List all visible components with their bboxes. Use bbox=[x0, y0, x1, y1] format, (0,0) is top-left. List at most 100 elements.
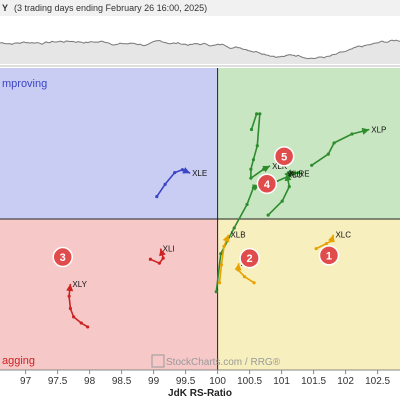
series-arrowhead bbox=[182, 167, 191, 174]
series-xlb[interactable]: XLB bbox=[217, 231, 246, 285]
header-subtitle: (3 trading days ending February 26 16:00… bbox=[14, 3, 207, 13]
quadrant-weakening bbox=[217, 219, 400, 370]
stockcharts-logo-icon bbox=[151, 354, 165, 368]
series-xly[interactable]: XLY bbox=[66, 280, 90, 329]
series-arrowhead bbox=[159, 248, 166, 257]
series-point bbox=[173, 170, 177, 175]
series-xli[interactable]: XLI bbox=[148, 245, 175, 265]
series-point bbox=[266, 213, 270, 217]
series-point bbox=[255, 112, 259, 116]
annotation-badge-circle bbox=[273, 146, 295, 167]
series-point bbox=[180, 168, 184, 172]
series-xlp[interactable]: XLP bbox=[310, 126, 386, 167]
series-point bbox=[258, 112, 262, 116]
annotation-layer: 1 2 3 4 5 bbox=[52, 146, 340, 269]
quadrant-improving bbox=[0, 68, 218, 219]
series-point bbox=[251, 158, 256, 162]
series-label: XLU bbox=[287, 170, 303, 179]
series-point bbox=[326, 152, 330, 156]
x-tick-label: 97.5 bbox=[48, 376, 68, 387]
series-xlre[interactable]: XLRE bbox=[266, 170, 310, 217]
watermark: StockCharts.com / RRG® bbox=[151, 354, 281, 368]
series-point bbox=[242, 275, 247, 279]
series-point bbox=[86, 325, 90, 329]
series-arrowhead bbox=[284, 173, 292, 182]
x-tick-label: 101.5 bbox=[301, 376, 326, 387]
series-point bbox=[287, 184, 291, 189]
annotation-badge: 3 bbox=[52, 246, 73, 268]
x-tick-label: 98.5 bbox=[112, 376, 132, 387]
series-point bbox=[280, 199, 284, 203]
series-arrowhead bbox=[66, 283, 74, 292]
quadrant-label-improving: mproving bbox=[2, 78, 47, 90]
series-point bbox=[72, 315, 76, 319]
series-point bbox=[350, 132, 354, 136]
series-xle[interactable]: XLE bbox=[155, 167, 207, 199]
series-point bbox=[232, 226, 236, 230]
series-arrowhead bbox=[262, 165, 271, 173]
x-tick-label: 100.5 bbox=[237, 376, 262, 387]
x-tick-label: 100 bbox=[209, 376, 226, 387]
series-layer: XLKXLPXLUXLREXLVXLEXLBXLFXLCXLIXLY bbox=[66, 112, 386, 329]
header-title: Y bbox=[2, 3, 8, 13]
annotation-badge-circle bbox=[256, 173, 278, 195]
benchmark-sparkline bbox=[0, 39, 400, 64]
annotation-badge-number: 1 bbox=[326, 250, 332, 262]
watermark-text: StockCharts.com / RRG® bbox=[166, 357, 281, 368]
series-point bbox=[255, 144, 259, 148]
series-arrowhead bbox=[222, 234, 230, 243]
series-label: XLI bbox=[163, 245, 175, 254]
series-label: XLC bbox=[335, 231, 351, 240]
annotation-badge: 2 bbox=[239, 247, 260, 269]
series-point bbox=[252, 281, 256, 285]
quadrant-lagging bbox=[0, 219, 218, 370]
series-label: XLY bbox=[72, 280, 87, 289]
annotation-badge-circle bbox=[52, 246, 73, 268]
series-point bbox=[157, 261, 161, 265]
annotation-badge: 5 bbox=[273, 146, 295, 167]
series-point bbox=[148, 257, 152, 261]
header-bar bbox=[0, 0, 400, 16]
annotation-badge-number: 4 bbox=[264, 179, 271, 191]
annotation-badge-number: 3 bbox=[60, 252, 66, 264]
series-point bbox=[67, 294, 71, 298]
series-point bbox=[324, 242, 328, 246]
series-xlu[interactable]: XLU bbox=[272, 169, 303, 185]
annotation-badge: 4 bbox=[256, 173, 278, 195]
series-xlc[interactable]: XLC bbox=[314, 231, 352, 251]
series-point bbox=[79, 321, 83, 325]
x-tick-label: 102.5 bbox=[365, 376, 390, 387]
series-point bbox=[310, 163, 314, 167]
series-point bbox=[297, 170, 301, 175]
annotation-badge-number: 5 bbox=[281, 151, 287, 163]
series-label: XLB bbox=[230, 231, 245, 240]
series-point bbox=[155, 195, 159, 199]
series-point bbox=[214, 290, 218, 294]
series-point bbox=[222, 244, 226, 249]
series-point bbox=[163, 182, 167, 186]
series-label: XLRE bbox=[289, 170, 310, 179]
series-point bbox=[249, 167, 253, 171]
sparkline-path bbox=[0, 39, 400, 60]
annotation-badge-number: 2 bbox=[247, 253, 253, 265]
series-label: XLK bbox=[272, 162, 288, 171]
series-xlk[interactable]: XLK bbox=[249, 112, 288, 180]
annotation-badge-circle bbox=[239, 247, 260, 269]
annotation-badge: 1 bbox=[318, 245, 340, 266]
series-label: XLE bbox=[192, 169, 207, 178]
series-point bbox=[68, 306, 72, 311]
x-tick-label: 98 bbox=[84, 376, 96, 387]
x-tick-label: 97 bbox=[20, 376, 32, 387]
quadrant-leading bbox=[217, 68, 400, 219]
x-tick-label: 99 bbox=[148, 376, 160, 387]
sparkline-fill bbox=[0, 40, 400, 64]
x-tick-label: 102 bbox=[337, 376, 354, 387]
series-point bbox=[219, 263, 224, 267]
x-axis-title: JdK RS-Ratio bbox=[168, 388, 232, 399]
series-point bbox=[219, 252, 223, 256]
series-point bbox=[332, 141, 336, 145]
series-point bbox=[314, 247, 318, 251]
series-arrowhead bbox=[361, 127, 370, 135]
x-tick-label: 101 bbox=[273, 376, 290, 387]
